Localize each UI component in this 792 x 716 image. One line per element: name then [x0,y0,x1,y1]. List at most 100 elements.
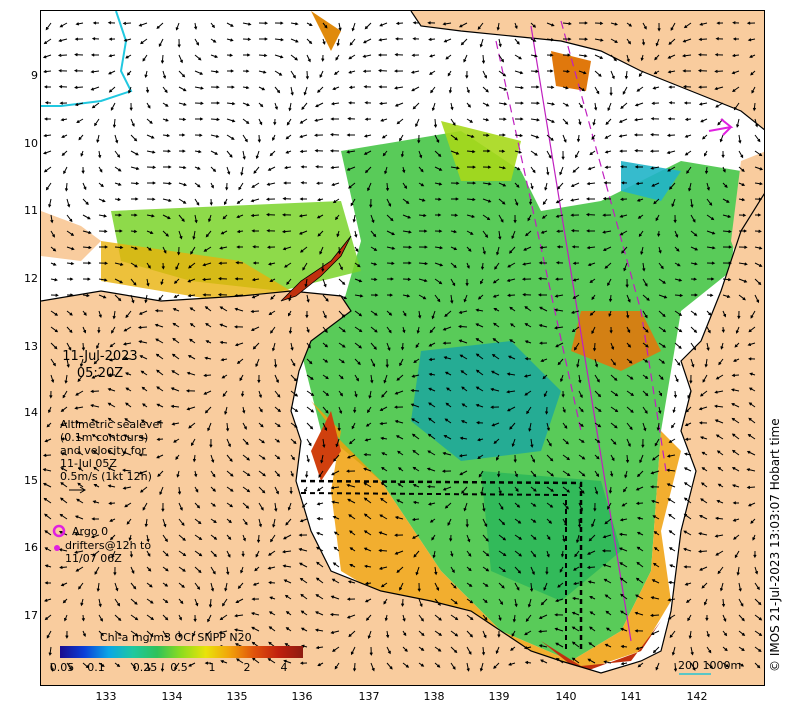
velocity-arrow [698,37,708,41]
velocity-arrow [626,374,634,380]
velocity-arrow [653,531,660,536]
velocity-arrow [498,70,507,77]
velocity-arrow [363,497,372,504]
velocity-arrow [251,294,260,299]
velocity-arrow [738,245,748,249]
velocity-arrow [332,646,340,652]
velocity-arrow [560,374,564,383]
velocity-arrow [603,181,612,185]
velocity-arrow [66,246,75,251]
velocity-arrow [43,38,52,45]
velocity-arrow [226,85,235,89]
velocity-arrow [481,54,486,64]
velocity-arrow [578,438,585,443]
velocity-arrow [378,531,388,536]
velocity-arrow [546,454,554,462]
velocity-arrow [386,342,391,351]
velocity-arrow [509,422,516,430]
velocity-arrow [348,630,356,638]
velocity-arrow [538,629,548,634]
velocity-arrow [506,390,516,394]
velocity-arrow [109,342,116,348]
velocity-arrow [687,614,692,622]
velocity-arrow [124,418,132,424]
velocity-arrow [731,484,740,488]
velocity-arrow [400,342,405,351]
velocity-arrow [172,308,180,312]
velocity-arrow [587,580,596,584]
velocity-arrow [363,530,372,536]
velocity-arrow [139,355,148,360]
velocity-arrow [561,390,565,398]
velocity-arrow [268,611,276,616]
velocity-arrow [99,245,109,249]
velocity-arrow [738,150,744,159]
altimetry-line-5: 0.5m/s (1kt 12h) [60,470,152,483]
velocity-arrow [274,86,281,94]
velocity-arrow [274,21,284,25]
velocity-arrow [162,518,167,528]
velocity-arrow [514,598,518,608]
velocity-arrow [622,86,628,95]
velocity-arrow [93,484,100,488]
velocity-arrow [594,86,600,95]
velocity-arrow [650,117,660,121]
velocity-arrow [699,566,708,571]
velocity-arrow [530,38,537,42]
velocity-arrow [578,390,583,399]
velocity-arrow [412,500,420,505]
velocity-arrow [642,294,650,301]
velocity-arrow [363,547,372,552]
velocity-arrow [319,70,324,79]
velocity-arrow [722,182,728,188]
velocity-arrow [364,564,372,568]
velocity-arrow [636,516,644,520]
velocity-arrow [747,342,756,346]
velocity-arrow [45,22,52,31]
velocity-arrow [458,310,468,314]
velocity-arrow [285,611,292,616]
velocity-arrow [732,86,740,93]
velocity-arrow [178,230,183,240]
velocity-arrow [130,278,137,286]
velocity-arrow [64,374,68,384]
velocity-arrow [60,582,68,587]
velocity-arrow [219,306,228,312]
velocity-arrow [511,438,516,447]
velocity-arrow [348,54,356,60]
velocity-arrow [417,134,421,144]
velocity-arrow [418,229,428,233]
velocity-arrow [224,406,228,415]
velocity-arrow [513,214,517,224]
velocity-arrow [299,197,307,201]
velocity-arrow [187,355,196,360]
velocity-arrow [604,518,612,525]
x-tick-label: 142 [686,690,708,703]
velocity-arrow [290,374,298,382]
velocity-arrow [42,468,52,472]
velocity-arrow [402,166,406,174]
velocity-arrow [208,214,212,223]
velocity-arrow [224,582,228,592]
velocity-arrow [234,325,244,329]
velocity-arrow [623,262,628,272]
velocity-arrow [418,278,428,283]
velocity-arrow [447,70,452,77]
velocity-arrow [618,532,628,536]
velocity-arrow [589,611,596,616]
velocity-arrow [65,630,69,639]
velocity-arrow [338,374,344,380]
velocity-arrow [66,261,75,266]
velocity-arrow [91,102,100,109]
velocity-arrow [608,294,613,303]
velocity-arrow [399,582,404,591]
velocity-arrow [594,454,600,460]
velocity-arrow [480,262,485,271]
velocity-arrow [715,374,724,380]
velocity-arrow [338,294,348,300]
velocity-arrow [562,438,569,445]
velocity-arrow [482,182,492,186]
velocity-arrow [635,181,644,186]
velocity-arrow [125,387,132,392]
colorbar-tick-label: 4 [280,661,288,674]
